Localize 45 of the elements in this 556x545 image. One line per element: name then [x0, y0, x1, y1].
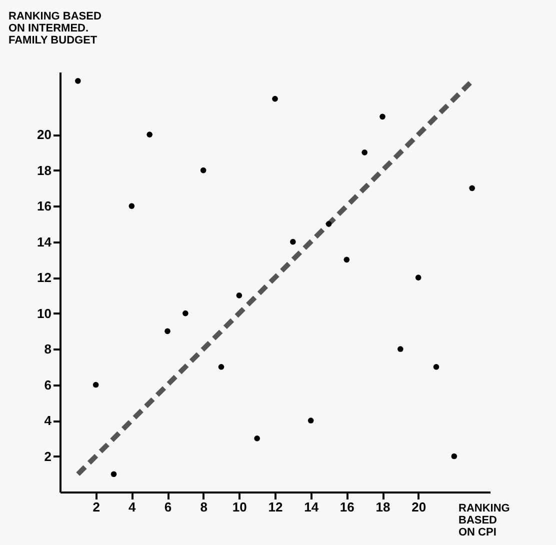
point — [290, 238, 296, 245]
point — [92, 382, 99, 388]
point — [128, 203, 135, 209]
y-tick-label: 8 — [44, 342, 52, 357]
point — [236, 292, 242, 298]
point — [182, 310, 188, 316]
point — [272, 96, 278, 102]
point — [362, 150, 368, 156]
y-tick-label: 4 — [44, 413, 52, 428]
x-tick-label: 4 — [128, 500, 137, 514]
x-tick-label: 20 — [412, 500, 426, 514]
point — [75, 78, 81, 84]
y-tick-label: 2 — [44, 448, 52, 464]
y-tick-label: 20 — [37, 127, 52, 142]
x-tick-label: 14 — [304, 500, 320, 514]
point — [433, 364, 440, 370]
x-tick-label: 16 — [340, 500, 354, 514]
y-tick-label: 12 — [37, 270, 52, 286]
point — [398, 346, 404, 352]
x-tick-label: 6 — [164, 500, 172, 514]
x-axis-title: RANKING BASED ON CPI — [458, 502, 510, 538]
y-tick-label: 10 — [37, 306, 52, 321]
point — [469, 185, 475, 192]
point — [451, 453, 458, 460]
y-tick-label: 16 — [37, 198, 52, 214]
x-tick-label: 2 — [92, 500, 100, 514]
y-axis-title: RANKING BASED ON INTERMED. FAMILY BUDGET — [8, 10, 102, 46]
point — [218, 364, 224, 370]
y-tick-label: 18 — [37, 162, 52, 178]
x-tick-label: 10 — [232, 500, 247, 514]
x-tick-label: 12 — [268, 500, 283, 514]
y-tick-label: 14 — [37, 234, 52, 250]
point — [110, 471, 117, 478]
point — [164, 328, 170, 334]
point — [344, 256, 350, 263]
y-tick-label: 6 — [44, 377, 52, 392]
point — [146, 132, 152, 138]
point — [200, 167, 206, 174]
point — [254, 435, 260, 442]
point — [380, 114, 386, 120]
point — [415, 274, 422, 280]
point — [308, 418, 314, 424]
x-tick-label: 18 — [376, 500, 390, 514]
x-tick-label: 8 — [200, 500, 208, 514]
point — [326, 221, 332, 227]
